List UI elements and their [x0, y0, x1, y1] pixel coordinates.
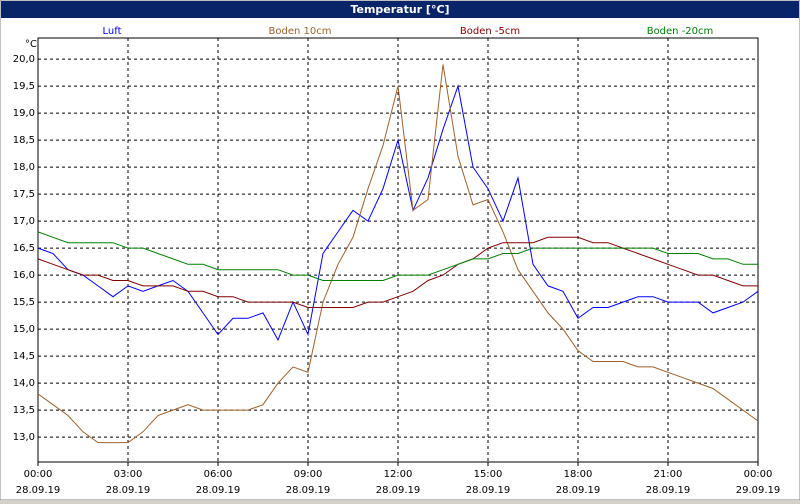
y-tick-label: 14,0: [13, 378, 35, 389]
x-tick-label: 09:00: [294, 469, 323, 480]
y-tick-label: 18,5: [13, 135, 35, 146]
y-tick-label: 16,5: [13, 243, 35, 254]
series-line: [37, 231, 758, 281]
x-tick-date: 28.09.19: [196, 485, 241, 496]
x-tick-label: 06:00: [204, 469, 233, 480]
legend-entry: Luft: [103, 26, 122, 37]
x-tick-date: 29.09.19: [736, 485, 781, 496]
x-tick-label: 12:00: [384, 469, 413, 480]
x-tick-label: 21:00: [654, 469, 683, 480]
x-tick-date: 28.09.19: [106, 485, 151, 496]
x-tick-date: 28.09.19: [646, 485, 691, 496]
series-line: [37, 236, 758, 308]
series-line: [37, 64, 759, 444]
x-tick-date: 28.09.19: [16, 485, 61, 496]
y-unit: °C: [25, 39, 37, 50]
y-tick-label: 19,5: [13, 81, 35, 92]
x-tick-label: 00:00: [744, 469, 773, 480]
y-tick-label: 13,5: [13, 405, 35, 416]
y-tick-label: 13,0: [13, 432, 35, 443]
x-tick-date: 28.09.19: [376, 485, 421, 496]
chart-title: Temperatur [°C]: [350, 3, 449, 16]
x-tick-label: 18:00: [564, 469, 593, 480]
y-tick-label: 15,0: [13, 324, 35, 335]
y-tick-label: 20,0: [13, 54, 35, 65]
y-tick-label: 15,5: [13, 297, 35, 308]
y-tick-label: 16,0: [13, 270, 35, 281]
y-tick-label: 19,0: [13, 108, 35, 119]
title-bar: [1, 1, 799, 18]
x-tick-label: 03:00: [114, 469, 143, 480]
x-tick-date: 28.09.19: [466, 485, 511, 496]
x-tick-label: 00:00: [24, 469, 53, 480]
x-tick-label: 15:00: [474, 469, 503, 480]
legend-entry: Boden -20cm: [647, 26, 714, 37]
y-tick-label: 17,5: [13, 189, 35, 200]
y-tick-label: 18,0: [13, 162, 35, 173]
x-tick-date: 28.09.19: [286, 485, 331, 496]
x-tick-date: 28.09.19: [556, 485, 601, 496]
y-tick-label: 14,5: [13, 351, 35, 362]
legend-entry: Boden 10cm: [269, 26, 332, 37]
legend-entry: Boden -5cm: [460, 26, 520, 37]
y-tick-label: 17,0: [13, 216, 35, 227]
